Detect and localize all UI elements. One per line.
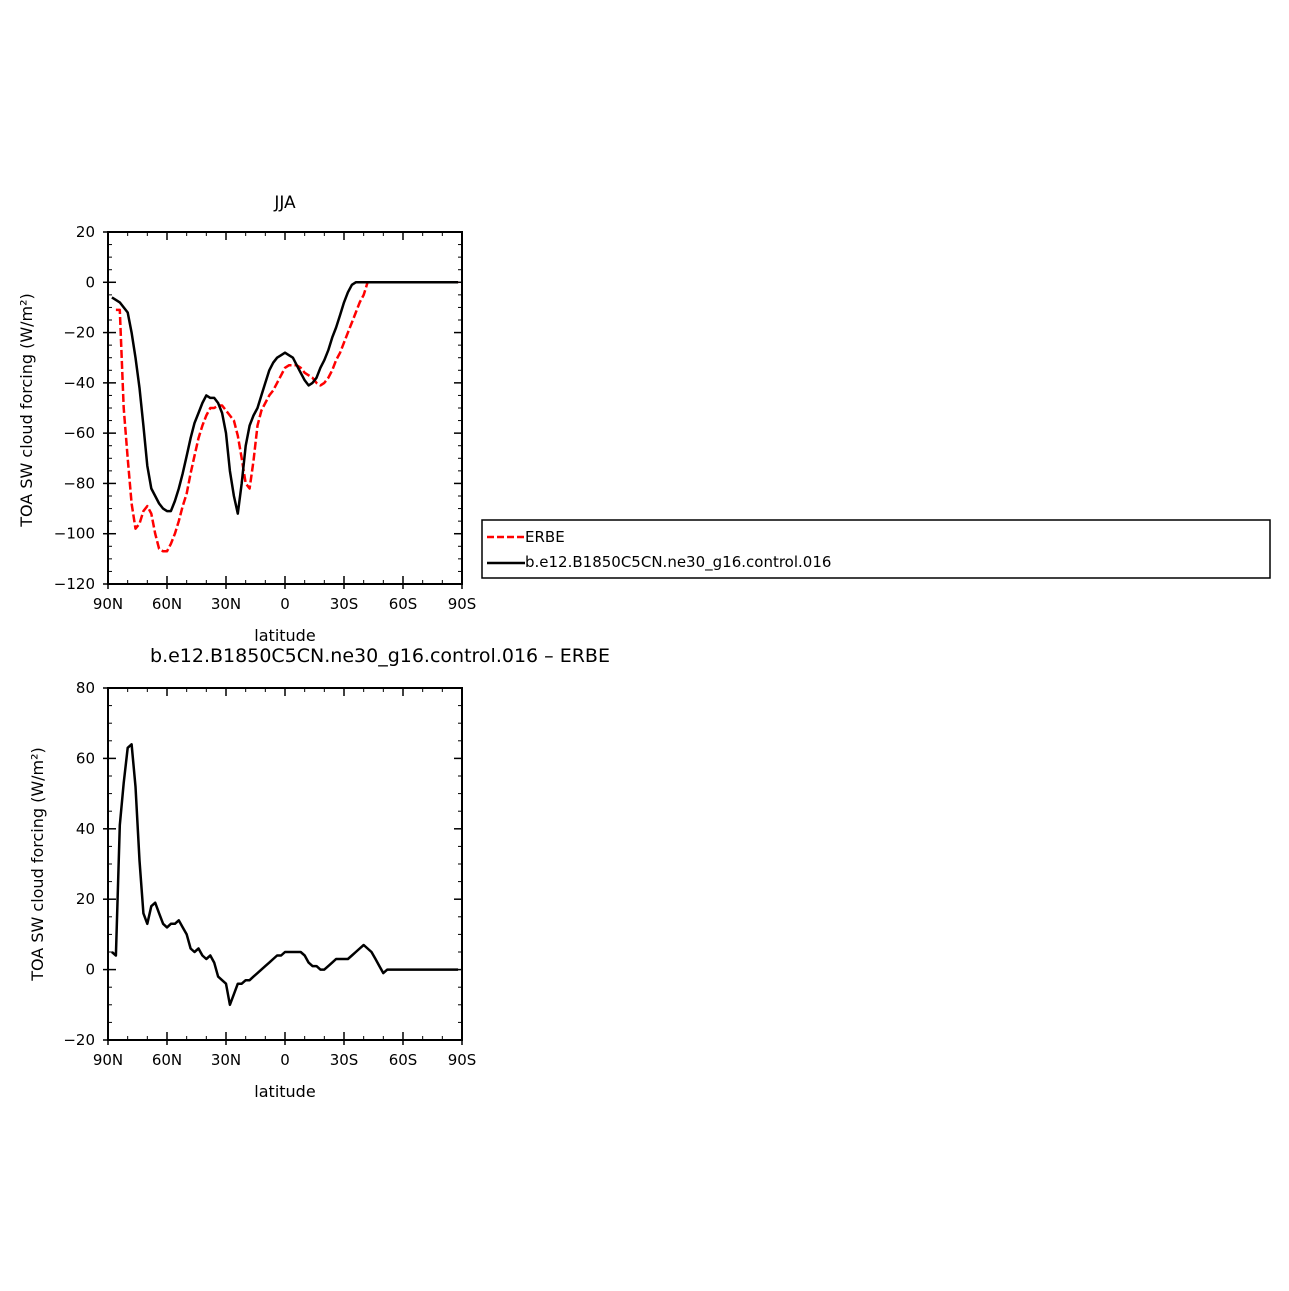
y-tick-label: −20	[63, 324, 95, 342]
panel-jja: JJA TOA SW cloud forcing (W/m²) latitude…	[17, 193, 476, 645]
x-tick-label: 90S	[448, 595, 477, 613]
y-tick-label: 80	[76, 679, 95, 697]
axis-ticks: 90N 60N 30N 0 30S 60S 90S 20 0 −20 −40 −60 −80 −100 −1…	[54, 223, 477, 613]
y-tick-label: −100	[54, 525, 95, 543]
x-tick-label: 90S	[448, 1051, 477, 1069]
y-tick-label: −40	[63, 374, 95, 392]
y-tick-label: 20	[76, 890, 95, 908]
x-tick-label: 90N	[93, 1051, 123, 1069]
y-axis-label: TOA SW cloud forcing (W/m²)	[28, 747, 47, 982]
y-tick-label: 20	[76, 223, 95, 241]
y-tick-label: −120	[54, 575, 95, 593]
y-tick-label: 60	[76, 749, 95, 767]
series-group	[111, 743, 459, 1007]
series-line-model	[111, 743, 459, 1007]
x-tick-label: 90N	[93, 595, 123, 613]
series-line-model	[111, 281, 459, 515]
y-tick-label: −60	[63, 424, 95, 442]
plot-frame	[107, 687, 463, 1041]
chart-title: JJA	[273, 193, 296, 213]
y-tick-label: 40	[76, 820, 95, 838]
axis-ticks: 90N 60N 30N 0 30S 60S 90S 80 60 40 20 0 −20	[63, 679, 476, 1069]
chart-title: b.e12.B1850C5CN.ne30_g16.control.016 – E…	[150, 645, 610, 667]
x-tick-label: 60N	[152, 595, 182, 613]
legend-label-erbe: ERBE	[525, 528, 565, 546]
panel-difference: b.e12.B1850C5CN.ne30_g16.control.016 – E…	[28, 645, 610, 1101]
x-tick-label: 60S	[389, 595, 418, 613]
x-axis-label: latitude	[254, 1082, 315, 1101]
series-group	[111, 281, 459, 553]
y-tick-label: −20	[63, 1031, 95, 1049]
x-axis-label: latitude	[254, 626, 315, 645]
x-tick-label: 30N	[211, 1051, 241, 1069]
x-tick-label: 0	[280, 1051, 290, 1069]
x-tick-label: 0	[280, 595, 290, 613]
y-tick-label: 0	[85, 961, 95, 979]
legend-label-model: b.e12.B1850C5CN.ne30_g16.control.016	[525, 553, 831, 572]
x-tick-label: 60N	[152, 1051, 182, 1069]
x-tick-label: 60S	[389, 1051, 418, 1069]
legend: ERBE b.e12.B1850C5CN.ne30_g16.control.01…	[481, 519, 1271, 579]
y-tick-label: 0	[85, 273, 95, 291]
x-tick-label: 30S	[330, 595, 359, 613]
x-tick-label: 30S	[330, 1051, 359, 1069]
y-axis-label: TOA SW cloud forcing (W/m²)	[17, 293, 36, 528]
x-tick-label: 30N	[211, 595, 241, 613]
legend-box	[481, 519, 1271, 579]
y-tick-label: −80	[63, 474, 95, 492]
plot-frame	[107, 231, 463, 585]
